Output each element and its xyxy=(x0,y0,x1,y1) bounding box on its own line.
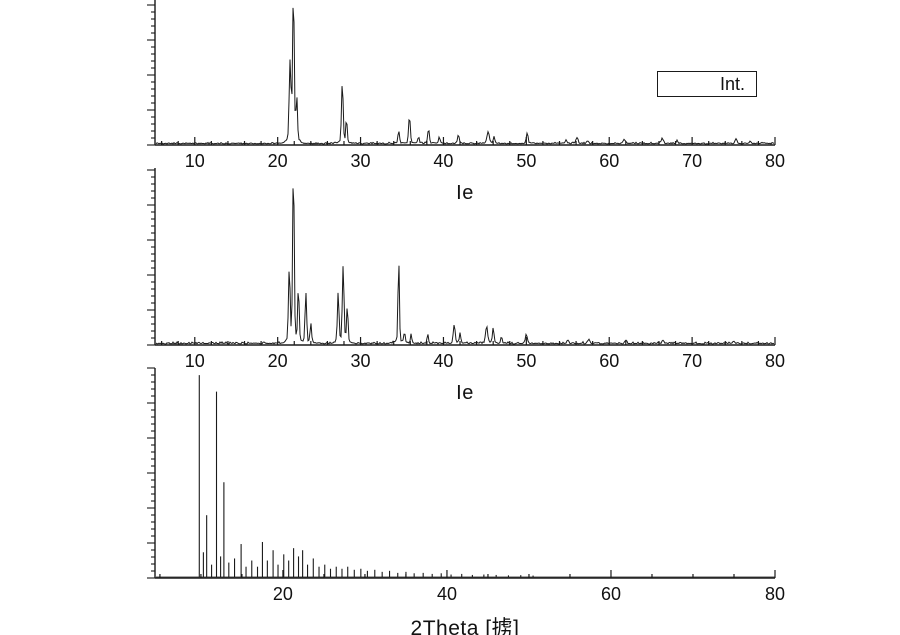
x-tick-label: 20 xyxy=(268,351,288,371)
diffractogram-curve xyxy=(155,7,775,145)
x-tick-label: 30 xyxy=(351,151,371,171)
x-tick-label: 70 xyxy=(682,351,702,371)
x-tick-label: 80 xyxy=(765,351,785,371)
legend-label: Int. xyxy=(719,73,745,94)
x-tick-label: 60 xyxy=(599,351,619,371)
panel1-x-axis-title: Ie xyxy=(456,182,474,204)
x-tick-label: 10 xyxy=(185,151,205,171)
x-tick-label: 60 xyxy=(599,151,619,171)
x-tick-label: 80 xyxy=(765,151,785,171)
x-tick-label: 40 xyxy=(437,584,457,604)
x-tick-label: 50 xyxy=(516,351,536,371)
diffractogram-curve xyxy=(155,188,775,345)
x-tick-label: 20 xyxy=(273,584,293,604)
x-tick-label: 20 xyxy=(268,151,288,171)
panel3-x-axis-title: 2Theta [掳] xyxy=(410,617,520,635)
x-tick-label: 50 xyxy=(516,151,536,171)
x-tick-label: 30 xyxy=(351,351,371,371)
x-tick-label: 60 xyxy=(601,584,621,604)
x-tick-label: 70 xyxy=(682,151,702,171)
legend: Int. xyxy=(657,71,757,97)
x-tick-label: 40 xyxy=(433,151,453,171)
x-tick-label: 10 xyxy=(185,351,205,371)
panel2-x-axis-title: Ie xyxy=(456,382,474,404)
x-tick-label: 80 xyxy=(765,584,785,604)
x-tick-label: 40 xyxy=(433,351,453,371)
